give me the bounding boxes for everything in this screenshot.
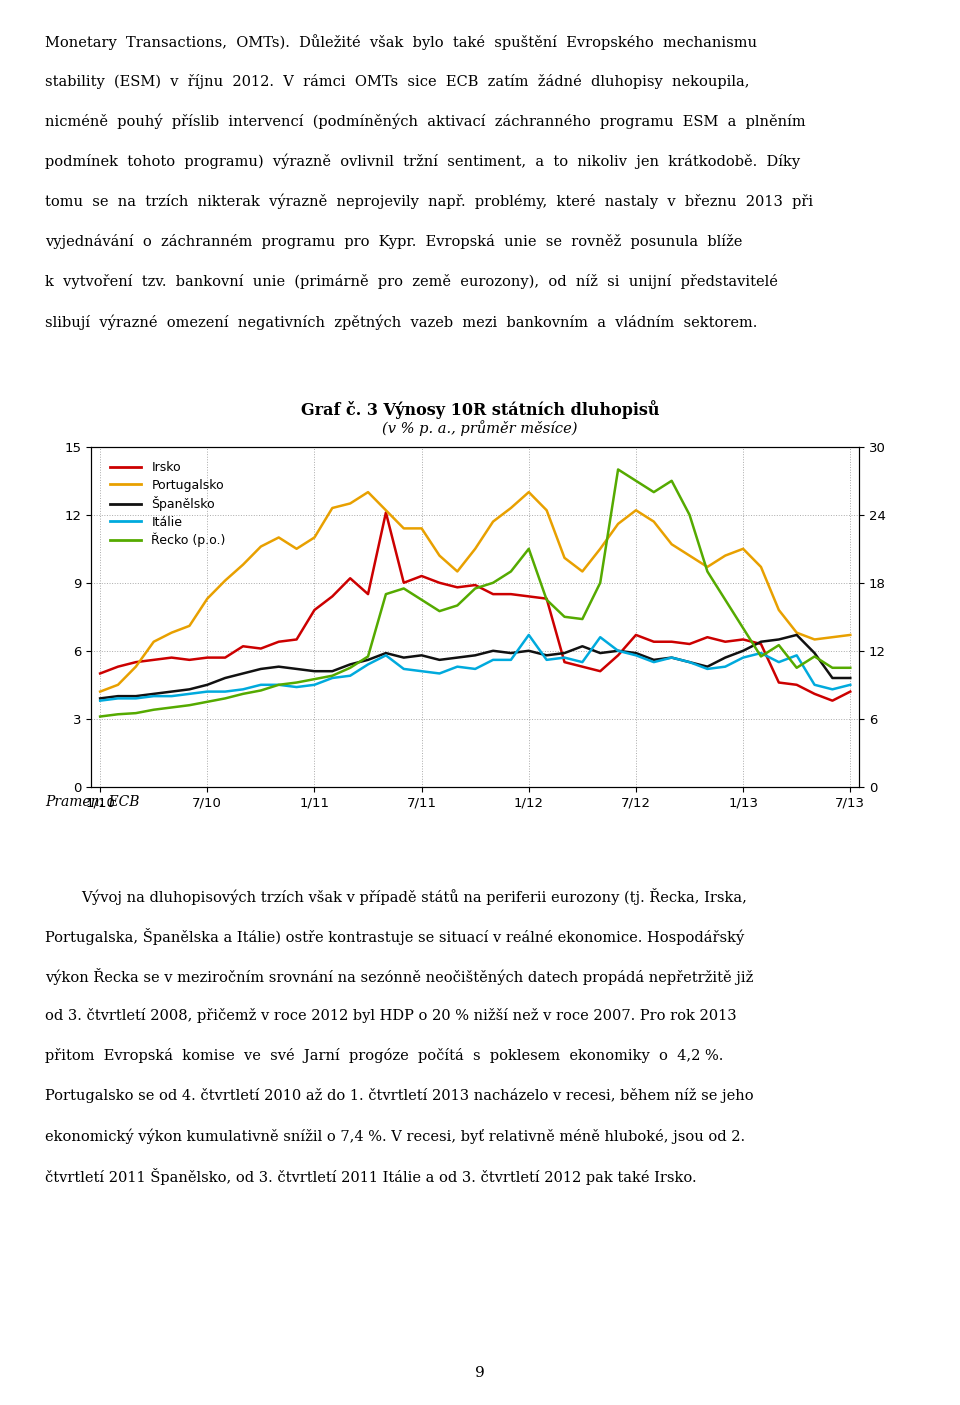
Text: nicméně  pouhý  příslib  intervencí  (podmíněných  aktivací  záchranného  progra: nicméně pouhý příslib intervencí (podmín… bbox=[45, 114, 805, 129]
Text: Pramen: ECB: Pramen: ECB bbox=[45, 795, 139, 809]
Text: Graf č. 3 Výnosy 10R státních dluhopisů: Graf č. 3 Výnosy 10R státních dluhopisů bbox=[300, 399, 660, 419]
Text: tomu  se  na  trzích  nikterak  výrazně  neprojevily  např.  problémy,  které  n: tomu se na trzích nikterak výrazně nepro… bbox=[45, 194, 813, 209]
Text: stability  (ESM)  v  říjnu  2012.  V  rámci  OMTs  sice  ECB  zatím  žádné  dluh: stability (ESM) v říjnu 2012. V rámci OM… bbox=[45, 73, 750, 89]
Text: čtvrtletí 2011 Španělsko, od 3. čtvrtletí 2011 Itálie a od 3. čtvrtletí 2012 pak: čtvrtletí 2011 Španělsko, od 3. čtvrtlet… bbox=[45, 1169, 697, 1186]
Legend: Irsko, Portugalsko, Španělsko, Itálie, Řecko (p.o.): Irsko, Portugalsko, Španělsko, Itálie, Ř… bbox=[106, 457, 230, 552]
Text: k  vytvoření  tzv.  bankovní  unie  (primárně  pro  země  eurozony),  od  níž  s: k vytvoření tzv. bankovní unie (primárně… bbox=[45, 274, 778, 289]
Text: 9: 9 bbox=[475, 1366, 485, 1380]
Text: Vývoj na dluhopisových trzích však v případě států na periferii eurozony (tj. Ře: Vývoj na dluhopisových trzích však v pří… bbox=[45, 888, 747, 905]
Text: podmínek  tohoto  programu)  výrazně  ovlivnil  tržní  sentiment,  a  to  nikoli: podmínek tohoto programu) výrazně ovlivn… bbox=[45, 155, 801, 170]
Text: přitom  Evropská  komise  ve  své  Jarní  progóze  počítá  s  poklesem  ekonomik: přitom Evropská komise ve své Jarní prog… bbox=[45, 1048, 724, 1064]
Text: slibují  výrazné  omezení  negativních  zpětných  vazeb  mezi  bankovním  a  vlá: slibují výrazné omezení negativních zpět… bbox=[45, 315, 757, 330]
Text: od 3. čtvrtletí 2008, přičemž v roce 2012 byl HDP o 20 % nižší než v roce 2007. : od 3. čtvrtletí 2008, přičemž v roce 201… bbox=[45, 1009, 736, 1023]
Text: vyjednávání  o  záchranném  programu  pro  Kypr.  Evropská  unie  se  rovněž  po: vyjednávání o záchranném programu pro Ky… bbox=[45, 233, 742, 249]
Text: Monetary  Transactions,  OMTs).  Důležité  však  bylo  také  spuštění  Evropskéh: Monetary Transactions, OMTs). Důležité v… bbox=[45, 34, 757, 49]
Text: Portugalsko se od 4. čtvrtletí 2010 až do 1. čtvrtletí 2013 nacházelo v recesi, : Portugalsko se od 4. čtvrtletí 2010 až d… bbox=[45, 1087, 754, 1103]
Text: Portugalska, Španělska a Itálie) ostře kontrastuje se situací v reálné ekonomice: Portugalska, Španělska a Itálie) ostře k… bbox=[45, 929, 744, 946]
Text: výkon Řecka se v meziročním srovnání na sezónně neočištěných datech propádá nepř: výkon Řecka se v meziročním srovnání na … bbox=[45, 968, 754, 985]
Text: (v % p. a., průměr měsíce): (v % p. a., průměr měsíce) bbox=[382, 420, 578, 436]
Text: ekonomický výkon kumulativně snížil o 7,4 %. V recesi, byť relativně méně hlubok: ekonomický výkon kumulativně snížil o 7,… bbox=[45, 1128, 745, 1144]
